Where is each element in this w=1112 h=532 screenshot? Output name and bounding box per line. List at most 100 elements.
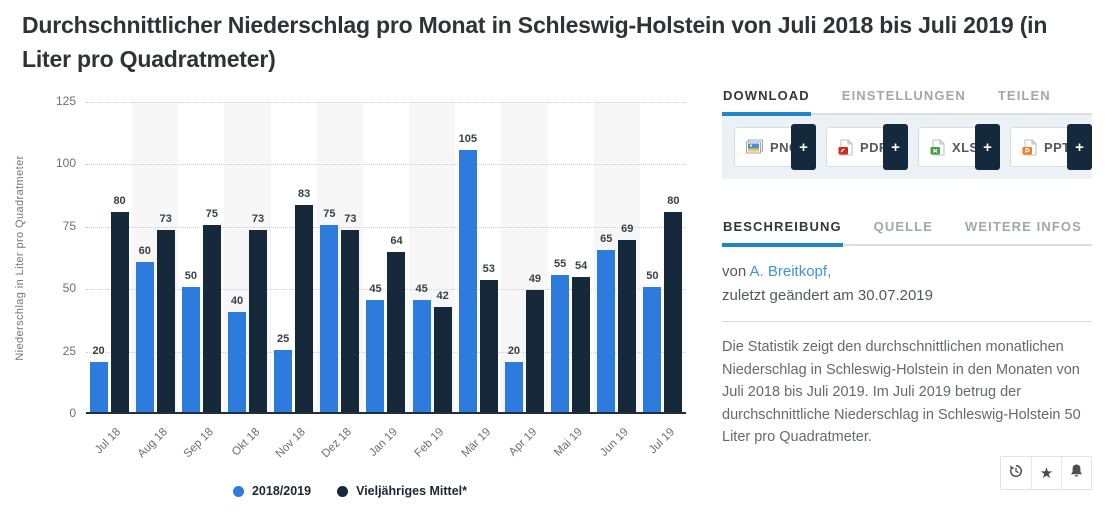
pdf-file-icon — [837, 138, 854, 156]
add-to-download-button[interactable]: + — [791, 124, 816, 170]
x-tick-label: Mai 19 — [552, 426, 586, 459]
byline: von A. Breitkopf, zuletzt geändert am 30… — [722, 260, 1092, 308]
action-button-group: ★ — [1000, 456, 1092, 490]
x-tick-label: Nov 18 — [273, 426, 309, 461]
plot-area: 20 80 60 73 50 75 40 73 25 83 75 73 45 64 45 42 105 53 20 4… — [86, 102, 686, 414]
bar-value-label: 55 — [553, 257, 567, 270]
bar-vielj-hriges-mittel-[interactable]: 42 — [433, 290, 452, 412]
info-tab-bar: BESCHREIBUNG QUELLE WEITERE INFOS — [722, 215, 1092, 247]
bar-vielj-hriges-mittel-[interactable]: 73 — [156, 213, 175, 412]
bar-2018-2019[interactable]: 50 — [181, 270, 200, 412]
bar-value-label: 25 — [277, 332, 290, 345]
legend-label: 2018/2019 — [251, 484, 312, 498]
main-layout: Niederschlag in Liter pro Quadratmeter 0… — [0, 84, 1112, 516]
bar-value-label: 75 — [323, 207, 336, 220]
add-to-download-button[interactable]: + — [975, 124, 1000, 170]
bar-group-jul-19: 50 80 — [640, 102, 686, 412]
bar-vielj-hriges-mittel-[interactable]: 80 — [664, 195, 683, 412]
y-tick-label: 75 — [62, 218, 76, 233]
tab-download[interactable]: DOWNLOAD — [722, 84, 811, 116]
add-to-download-button[interactable]: + — [1067, 124, 1092, 170]
bar-2018-2019[interactable]: 20 — [89, 345, 108, 412]
download-pdf-button[interactable]: PDF + — [826, 124, 908, 170]
bar-2018-2019[interactable]: 20 — [504, 345, 523, 412]
bar-vielj-hriges-mittel-[interactable]: 64 — [387, 235, 406, 412]
bar-vielj-hriges-mittel-[interactable]: 54 — [572, 260, 591, 412]
side-panel: DOWNLOAD EINSTELLUNGEN TEILEN PNG + PDF + XLS +… — [722, 84, 1092, 516]
bar-group-apr-19: 20 49 — [501, 102, 547, 412]
download-png-button[interactable]: PNG + — [734, 124, 816, 170]
bar-vielj-hriges-mittel-[interactable]: 53 — [479, 263, 498, 412]
tab-beschreibung[interactable]: BESCHREIBUNG — [722, 215, 843, 247]
x-tick-label: Jun 19 — [598, 426, 632, 459]
bar-vielj-hriges-mittel-[interactable]: 73 — [249, 213, 268, 412]
bar-chart: Niederschlag in Liter pro Quadratmeter 0… — [0, 84, 700, 516]
bar-value-label: 42 — [436, 290, 449, 303]
gridline — [86, 164, 686, 166]
author-link[interactable]: A. Breitkopf, — [749, 263, 832, 280]
y-tick-label: 0 — [69, 406, 76, 420]
bar-value-label: 80 — [113, 195, 126, 208]
download-xls-button[interactable]: XLS + — [918, 124, 1000, 170]
bar-value-label: 50 — [646, 270, 659, 283]
add-to-download-button[interactable]: + — [883, 124, 908, 170]
bar-value-label: 53 — [482, 262, 495, 275]
tab-weitere-infos[interactable]: WEITERE INFOS — [964, 219, 1082, 234]
bar-2018-2019[interactable]: 65 — [597, 233, 616, 412]
download-format-label: PPT — [1044, 139, 1071, 155]
bar-vielj-hriges-mittel-[interactable]: 83 — [295, 188, 314, 412]
bar-value-label: 105 — [458, 132, 477, 145]
bar-value-label: 64 — [390, 235, 403, 248]
bar-group-aug-18: 60 73 — [132, 102, 178, 412]
ppt-file-icon — [1021, 138, 1038, 156]
bar-2018-2019[interactable]: 55 — [551, 258, 570, 412]
bar-value-label: 73 — [344, 212, 357, 225]
tab-quelle[interactable]: QUELLE — [873, 219, 933, 234]
bar-vielj-hriges-mittel-[interactable]: 73 — [341, 213, 360, 412]
y-tick-label: 125 — [55, 94, 76, 108]
bar-2018-2019[interactable]: 75 — [320, 208, 339, 412]
x-tick-label: Jan 19 — [367, 426, 401, 459]
legend-item[interactable]: 2018/2019 — [232, 484, 312, 498]
bar-vielj-hriges-mittel-[interactable]: 75 — [202, 208, 221, 412]
gridline — [86, 351, 686, 353]
page-header: Durchschnittlicher Niederschlag pro Mona… — [0, 0, 1112, 80]
bar-2018-2019[interactable]: 50 — [643, 270, 662, 412]
x-tick-label: Jul 19 — [647, 426, 678, 457]
last-updated: zuletzt geändert am 30.07.2019 — [722, 287, 933, 304]
bar-group-jan-19: 45 64 — [363, 102, 409, 412]
bar-group-okt-18: 40 73 — [224, 102, 270, 412]
favorite-button[interactable]: ★ — [1031, 457, 1061, 489]
bar-2018-2019[interactable]: 45 — [412, 283, 431, 412]
bar-vielj-hriges-mittel-[interactable]: 69 — [618, 223, 637, 412]
x-tick-label: Jul 18 — [93, 426, 124, 457]
notification-button[interactable] — [1061, 457, 1091, 489]
legend-item[interactable]: Vieljähriges Mittel* — [337, 484, 467, 498]
y-tick-label: 50 — [62, 281, 76, 296]
x-tick-label: Feb 19 — [412, 426, 447, 460]
bar-vielj-hriges-mittel-[interactable]: 80 — [110, 195, 129, 412]
tab-teilen[interactable]: TEILEN — [997, 88, 1051, 103]
download-ppt-button[interactable]: PPT + — [1010, 124, 1092, 170]
bar-2018-2019[interactable]: 60 — [135, 245, 154, 412]
bar-value-label: 40 — [230, 295, 244, 308]
bar-2018-2019[interactable]: 105 — [459, 133, 477, 412]
download-format-label: XLS — [952, 139, 979, 155]
x-tick-label: Okt 18 — [229, 426, 263, 459]
bar-2018-2019[interactable]: 45 — [366, 283, 385, 412]
gridline — [86, 102, 686, 103]
x-tick-label: Apr 19 — [506, 426, 539, 459]
bar-2018-2019[interactable]: 40 — [228, 295, 247, 412]
download-tab-bar: DOWNLOAD EINSTELLUNGEN TEILEN — [722, 84, 1092, 116]
legend-dot-icon — [232, 485, 244, 497]
byline-prefix: von — [722, 263, 750, 280]
bar-group-jul-18: 20 80 — [86, 102, 132, 412]
y-tick-label: 100 — [55, 156, 76, 171]
history-button[interactable] — [1001, 457, 1031, 489]
bar-vielj-hriges-mittel-[interactable]: 49 — [525, 273, 544, 412]
tab-einstellungen[interactable]: EINSTELLUNGEN — [841, 88, 966, 103]
bar-2018-2019[interactable]: 25 — [274, 333, 293, 412]
download-format-label: PDF — [860, 139, 888, 155]
star-icon: ★ — [1039, 464, 1054, 482]
